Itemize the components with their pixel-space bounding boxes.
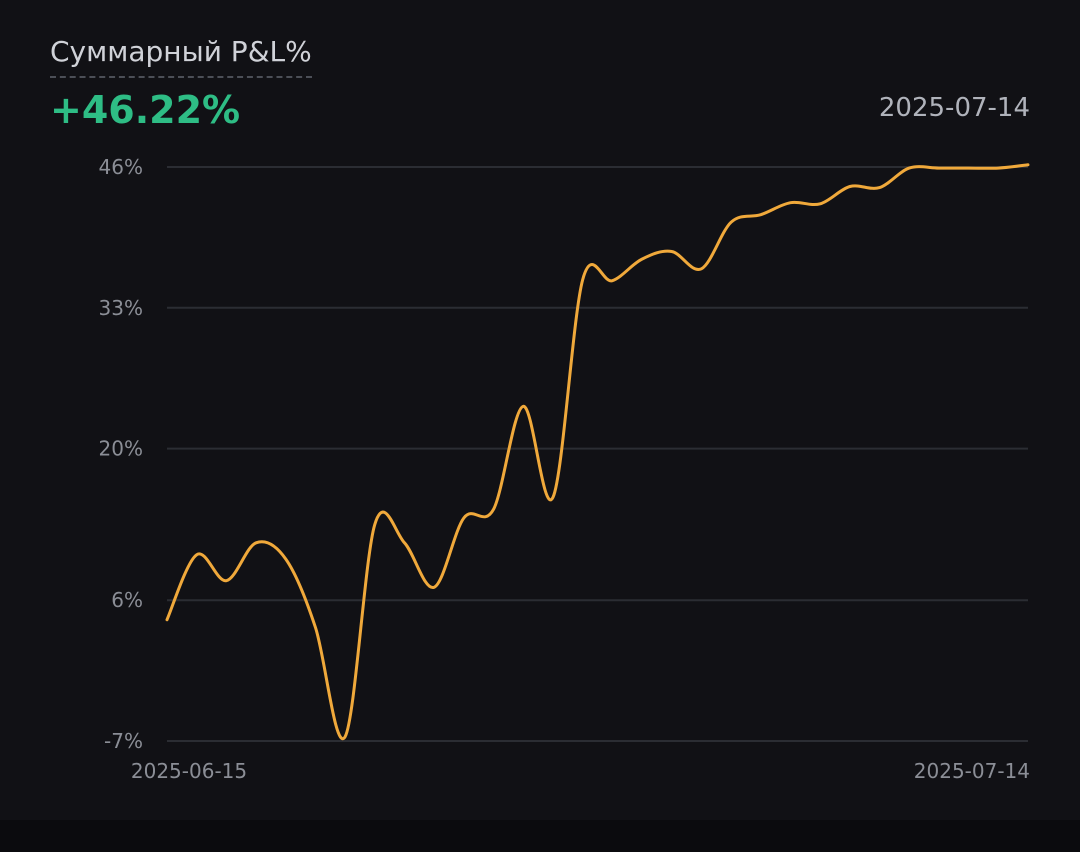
y-tick-label: 6% [111, 588, 143, 612]
chart-series [165, 163, 1030, 741]
y-tick-label: 33% [99, 296, 143, 320]
pnl-series-line [165, 163, 1030, 741]
pnl-card: Суммарный P&L% +46.22% 2025-07-14 46% 33%… [50, 34, 1030, 783]
pnl-value: +46.22% [50, 88, 241, 132]
current-date: 2025-07-14 [878, 93, 1030, 123]
x-axis-ticks: 2025-06-15 2025-07-14 [131, 759, 1030, 783]
page-title[interactable]: Суммарный P&L% [50, 34, 312, 78]
x-tick-label: 2025-07-14 [914, 759, 1030, 783]
chart-grid [167, 166, 1028, 742]
y-tick-label: -7% [104, 729, 143, 753]
y-tick-label: 20% [99, 437, 143, 461]
y-axis-ticks: 46% 33% 20% 6% -7% [99, 155, 143, 753]
x-tick-label: 2025-06-15 [131, 759, 247, 783]
y-tick-label: 46% [99, 155, 143, 179]
pnl-line-chart: 46% 33% 20% 6% -7% 2025-06-15 2025-07-14 [99, 155, 1030, 783]
